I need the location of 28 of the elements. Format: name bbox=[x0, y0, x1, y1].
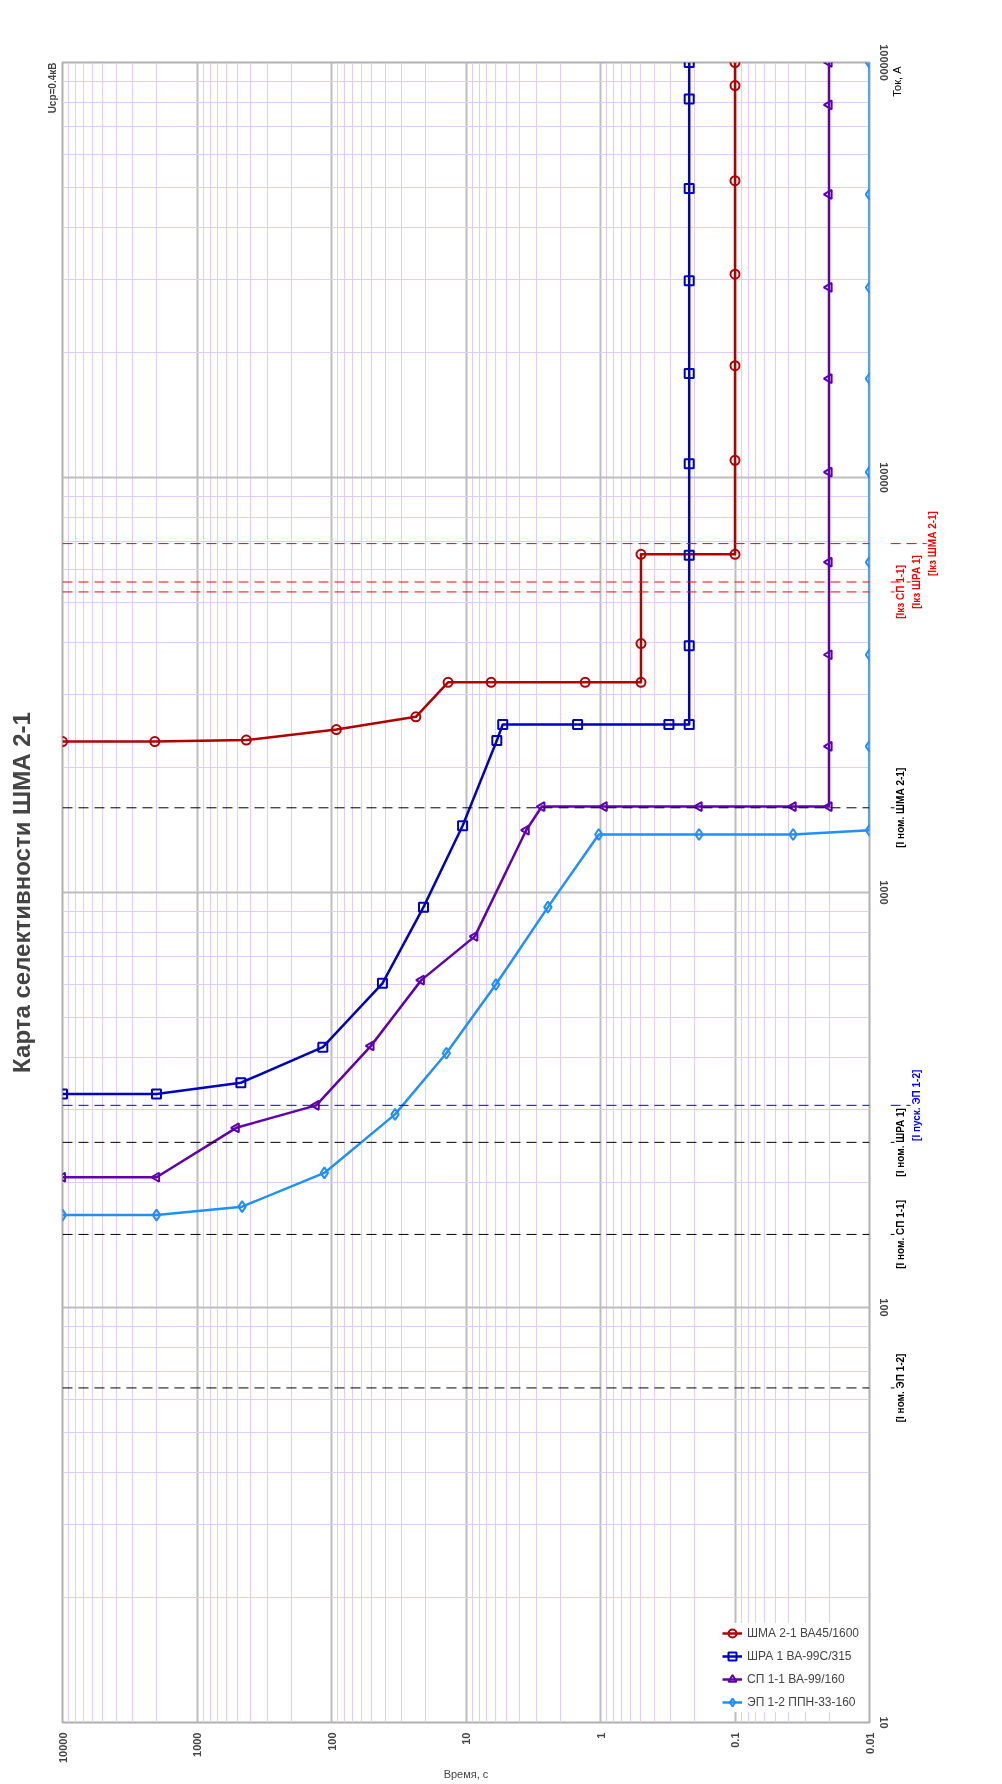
ref-line-label: [I ном. СП 1-1] bbox=[895, 1200, 906, 1269]
y-tick-label: 100 bbox=[877, 1298, 890, 1317]
y-tick-label: 10 bbox=[877, 1716, 890, 1729]
x-tick-label: 1 bbox=[594, 1732, 607, 1739]
y-tick-label: 10000 bbox=[877, 462, 890, 493]
y-axis-title: Ток, А bbox=[890, 65, 903, 97]
ref-line-label: [Iкз ШМА 2-1] bbox=[927, 511, 938, 577]
legend-label: СП 1-1 ВА-99/160 bbox=[747, 1672, 845, 1686]
ref-line-label: [I ном. ШРА 1] bbox=[895, 1108, 906, 1177]
x-tick-label: 0.1 bbox=[729, 1732, 741, 1748]
ref-line-label: [I пуск. ЭП 1-2] bbox=[911, 1069, 922, 1141]
x-tick-label: 1000 bbox=[191, 1732, 203, 1757]
x-tick-label: 0.01 bbox=[863, 1732, 876, 1754]
y-tick-label: 1000 bbox=[877, 880, 890, 905]
legend-label: ЭП 1-2 ППН-33-160 bbox=[747, 1695, 856, 1709]
x-tick-label: 10000 bbox=[56, 1732, 69, 1764]
x-tick-label: 100 bbox=[325, 1732, 338, 1751]
ref-line-label: [I ном. ЭП 1-2] bbox=[895, 1353, 906, 1423]
ref-line-label: [I ном. ШМА 2-1] bbox=[895, 767, 906, 848]
x-tick-label: 10 bbox=[460, 1732, 472, 1745]
text: Uср=0.4кВ bbox=[46, 62, 58, 114]
legend-label: ШМА 2-1 ВА45/1600 bbox=[747, 1626, 859, 1640]
x-axis-title: Время, с bbox=[443, 1768, 489, 1781]
ref-line-label: [Iкз СП 1-1] bbox=[895, 565, 906, 619]
y-tick-label: 100000 bbox=[877, 44, 890, 81]
text: Карта селективности ШМА 2-1 bbox=[7, 712, 35, 1073]
legend-label: ШРА 1 ВА-99С/315 bbox=[747, 1649, 852, 1663]
ref-line-label: [Iкз ШРА 1] bbox=[911, 555, 922, 609]
